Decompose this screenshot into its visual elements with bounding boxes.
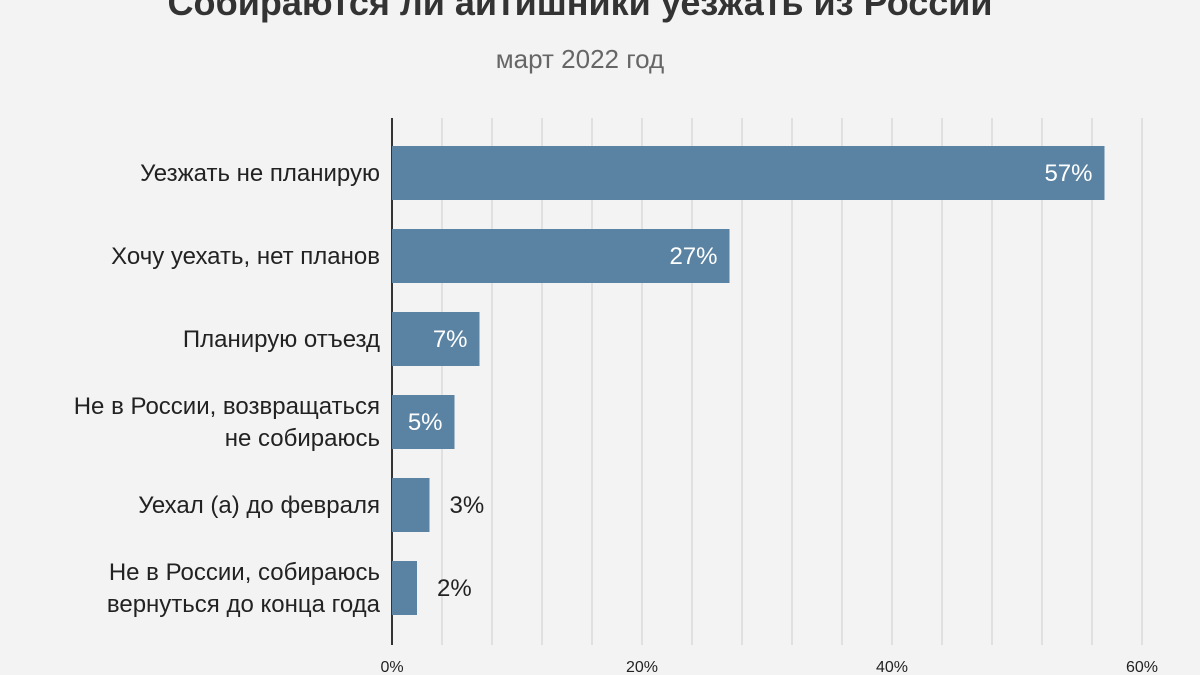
category-label: Уехал (а) до февраля bbox=[138, 492, 380, 519]
category-label: Уезжать не планирую bbox=[140, 160, 380, 187]
chart-subtitle: март 2022 год bbox=[495, 44, 665, 74]
category-label: Хочу уехать, нет планов bbox=[111, 243, 380, 270]
category-label: Не в России, возвращаться bbox=[74, 393, 380, 420]
category-label: не собираюсь bbox=[225, 425, 380, 452]
data-label: 3% bbox=[450, 492, 485, 519]
x-tick-label: 40% bbox=[876, 659, 908, 675]
data-label: 7% bbox=[433, 326, 468, 353]
bar bbox=[392, 561, 417, 615]
category-label: Планирую отъезд bbox=[183, 326, 380, 353]
bar bbox=[392, 478, 430, 532]
x-tick-label: 60% bbox=[1126, 659, 1158, 675]
data-label: 27% bbox=[669, 243, 717, 270]
bar bbox=[392, 229, 730, 283]
bar bbox=[392, 312, 480, 366]
bar bbox=[392, 146, 1105, 200]
chart-title: Собираются ли айтишники уезжать из Росси… bbox=[167, 0, 993, 23]
x-tick-label: 20% bbox=[626, 659, 658, 675]
category-label: Не в России, собираюсь bbox=[109, 559, 380, 586]
data-label: 5% bbox=[408, 409, 443, 436]
bar bbox=[392, 395, 455, 449]
category-label: вернуться до конца года bbox=[107, 591, 381, 618]
data-label: 57% bbox=[1044, 160, 1092, 187]
data-label: 2% bbox=[437, 575, 472, 602]
x-tick-label: 0% bbox=[380, 659, 403, 675]
